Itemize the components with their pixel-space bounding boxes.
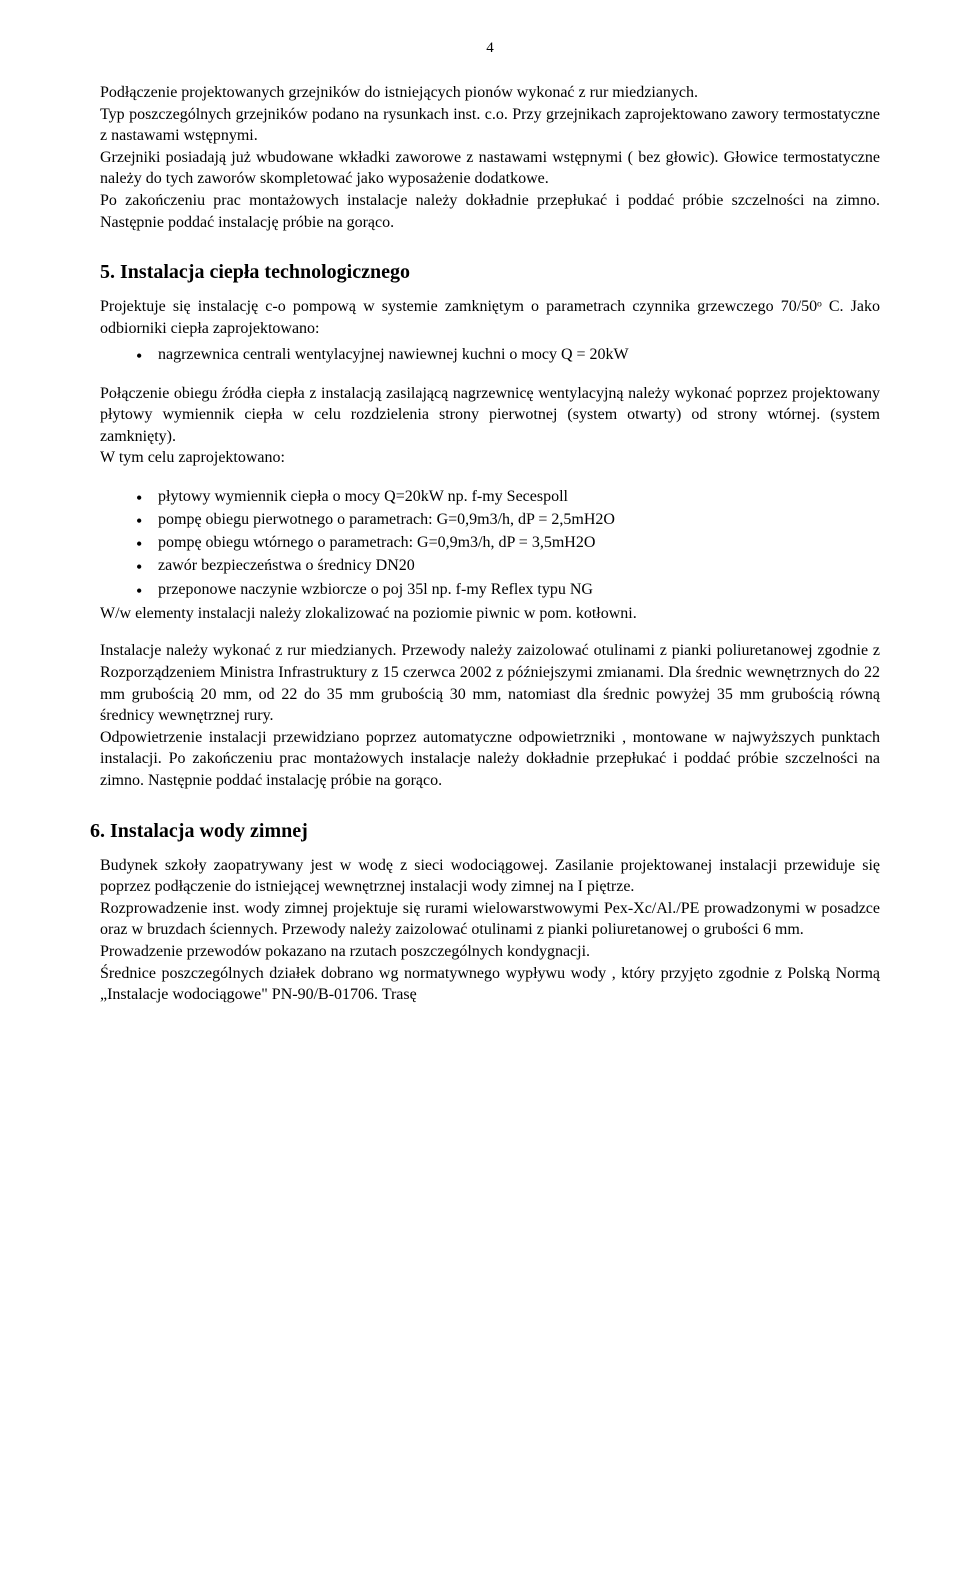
list-item: zawór bezpieczeństwa o średnicy DN20	[136, 554, 880, 577]
section6-p4: Średnice poszczególnych działek dobrano …	[100, 963, 880, 1006]
section6-p3: Prowadzenie przewodów pokazano na rzutac…	[100, 941, 880, 963]
page-number: 4	[100, 40, 880, 57]
list-item: płytowy wymiennik ciepła o mocy Q=20kW n…	[136, 485, 880, 508]
intro-p3: Grzejniki posiadają już wbudowane wkładk…	[100, 147, 880, 190]
section5-block2-p1: Instalacje należy wykonać z rur miedzian…	[100, 640, 880, 726]
section5-para2: Połączenie obiegu źródła ciepła z instal…	[100, 383, 880, 448]
intro-block: Podłączenie projektowanych grzejników do…	[100, 82, 880, 233]
intro-p2: Typ poszczególnych grzejników podano na …	[100, 104, 880, 147]
section5-para4: W/w elementy instalacji należy zlokalizo…	[100, 603, 880, 625]
list-item: nagrzewnica centrali wentylacyjnej nawie…	[136, 343, 880, 366]
intro-p4: Po zakończeniu prac montażowych instalac…	[100, 190, 880, 233]
intro-p1: Podłączenie projektowanych grzejników do…	[100, 82, 880, 104]
section5-bullets2: płytowy wymiennik ciepła o mocy Q=20kW n…	[136, 485, 880, 601]
section5-para3: W tym celu zaprojektowano:	[100, 447, 880, 469]
section5-intro: Projektuje się instalację c-o pompową w …	[100, 296, 880, 339]
list-item: przeponowe naczynie wzbiorcze o poj 35l …	[136, 578, 880, 601]
section5-block1: Połączenie obiegu źródła ciepła z instal…	[100, 383, 880, 469]
list-item: pompę obiegu pierwotnego o parametrach: …	[136, 508, 880, 531]
section6-p2: Rozprowadzenie inst. wody zimnej projekt…	[100, 898, 880, 941]
section5-heading: 5. Instalacja ciepła technologicznego	[100, 261, 880, 284]
list-item: pompę obiegu wtórnego o parametrach: G=0…	[136, 531, 880, 554]
section5-block2-p2: Odpowietrzenie instalacji przewidziano p…	[100, 727, 880, 792]
section5-block2: Instalacje należy wykonać z rur miedzian…	[100, 640, 880, 791]
section6-heading: 6. Instalacja wody zimnej	[90, 820, 880, 843]
section5-bullets1: nagrzewnica centrali wentylacyjnej nawie…	[136, 343, 880, 366]
section6-p1: Budynek szkoły zaopatrywany jest w wodę …	[100, 855, 880, 898]
section6-block: Budynek szkoły zaopatrywany jest w wodę …	[100, 855, 880, 1006]
